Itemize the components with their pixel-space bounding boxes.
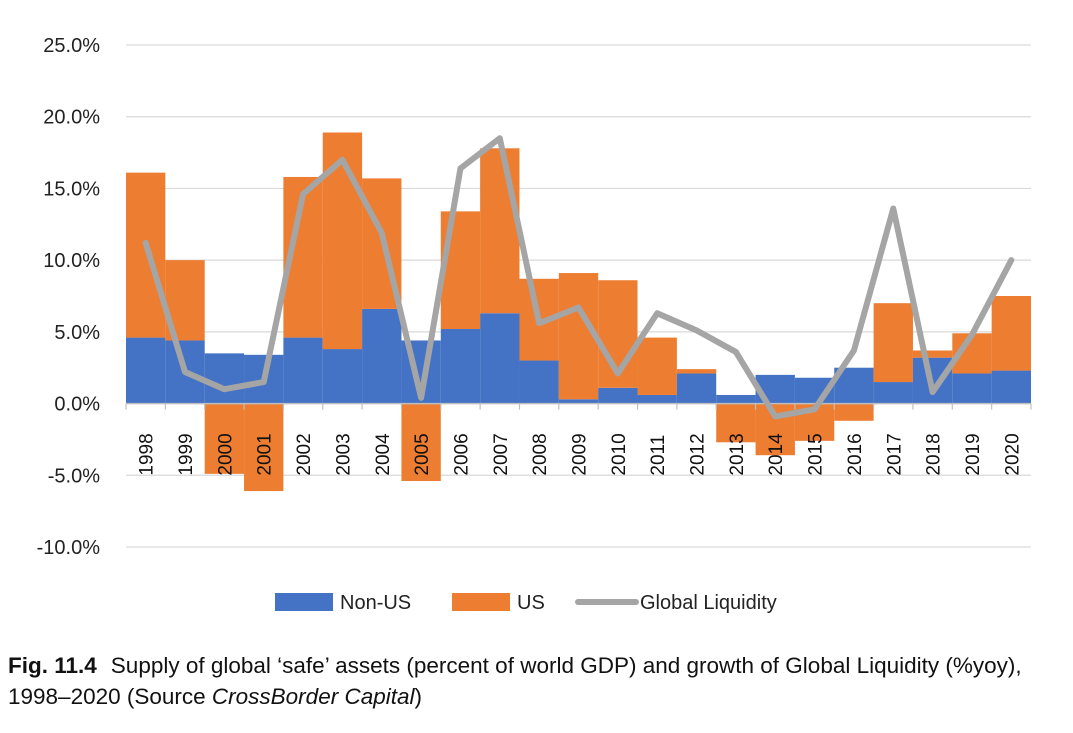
legend-label-us: US xyxy=(517,592,545,614)
legend: Non-US US Global Liquidity xyxy=(275,592,777,614)
x-tick-label: 2014 xyxy=(766,433,787,476)
bar-us xyxy=(716,403,756,443)
bar-non-us xyxy=(322,349,363,404)
bar-us xyxy=(912,350,953,358)
x-axis xyxy=(125,402,1032,410)
bar-non-us xyxy=(204,353,245,404)
figure-caption: Fig. 11.4 Supply of global ‘safe’ assets … xyxy=(8,650,1068,712)
y-tick-label: 10.0% xyxy=(43,250,100,272)
x-tick-label: 2007 xyxy=(491,433,512,475)
x-tick-label: 1998 xyxy=(137,433,158,475)
bar-non-us xyxy=(283,337,323,404)
bar-non-us xyxy=(598,387,638,404)
bar-us xyxy=(401,403,441,482)
bar-us xyxy=(558,273,599,400)
x-tick-label: 2012 xyxy=(688,433,709,475)
bar-non-us xyxy=(558,399,599,404)
legend-swatch-us xyxy=(452,593,510,611)
legend-label-non-us: Non-US xyxy=(340,592,411,614)
bar-us xyxy=(834,403,874,421)
bar-us xyxy=(204,403,245,474)
x-tick-label: 2009 xyxy=(570,433,591,475)
x-tick-label: 2006 xyxy=(451,433,472,475)
legend-swatch-non-us xyxy=(275,593,333,611)
bar-non-us xyxy=(480,313,520,404)
caption-text-end: ) xyxy=(414,684,422,709)
x-tick-label: 2002 xyxy=(294,433,315,475)
x-tick-label: 2019 xyxy=(963,433,984,475)
x-tick-label: 2016 xyxy=(845,433,866,475)
bar-non-us xyxy=(952,373,992,404)
bar-us xyxy=(480,148,520,314)
x-tick-label: 2011 xyxy=(648,435,669,476)
caption-label: Fig. 11.4 xyxy=(8,653,97,678)
legend-label-global-liquidity: Global Liquidity xyxy=(640,592,777,614)
line-global-liquidity xyxy=(142,135,1015,420)
x-tick-label: 2020 xyxy=(1002,433,1023,475)
x-tick-label: 2017 xyxy=(884,433,905,475)
x-tick-label: 2013 xyxy=(727,433,748,475)
caption-text: Supply of global ‘safe’ assets (percent … xyxy=(8,653,1022,709)
x-tick-label: 2000 xyxy=(215,433,236,475)
y-tick-label: 25.0% xyxy=(43,35,100,57)
x-tick-label: 2004 xyxy=(373,433,394,476)
x-tick-label: 2018 xyxy=(924,433,945,475)
line-series xyxy=(142,135,1015,420)
x-tick-label: 2008 xyxy=(530,433,551,475)
bar-us xyxy=(440,211,481,329)
y-tick-label: -5.0% xyxy=(48,465,100,487)
x-tick-label: 2010 xyxy=(609,433,630,475)
bar-us xyxy=(244,403,284,492)
y-tick-label: 15.0% xyxy=(43,178,100,200)
bar-non-us xyxy=(519,360,559,404)
x-tick-label: 2003 xyxy=(333,433,354,475)
chart: -10.0%-5.0%0.0%5.0%10.0%15.0%20.0%25.0% … xyxy=(37,35,1032,614)
bar-non-us xyxy=(637,394,677,404)
bar-us xyxy=(637,337,677,395)
y-tick-label: 0.0% xyxy=(54,394,100,416)
y-axis-labels: -10.0% -5.0% 0.0% 5.0% 10.0% 15.0% 20.0% 25.0% xyxy=(37,35,101,559)
x-tick-label: 1999 xyxy=(176,433,197,475)
caption-source: CrossBorder Capital xyxy=(211,684,415,709)
bar-us xyxy=(126,172,166,338)
bar-us xyxy=(873,303,913,383)
bar-non-us xyxy=(991,370,1031,404)
x-axis-labels: 1998 1999 2000 2001 2002 2003 2004 2005 2006 2007… xyxy=(137,433,1024,476)
bar-non-us xyxy=(676,373,717,404)
y-tick-label: -10.0% xyxy=(37,537,101,559)
bar-non-us xyxy=(126,337,166,404)
bar-non-us xyxy=(716,394,756,404)
x-tick-label: 2015 xyxy=(806,433,827,475)
y-tick-label: 5.0% xyxy=(54,322,100,344)
bar-non-us xyxy=(362,308,402,404)
y-tick-label: 20.0% xyxy=(43,107,100,129)
bar-non-us xyxy=(440,328,481,404)
bar-us xyxy=(991,296,1031,371)
bar-non-us xyxy=(873,382,913,404)
bar-us xyxy=(676,369,717,374)
x-tick-label: 2001 xyxy=(255,433,276,475)
x-tick-label: 2005 xyxy=(412,433,433,475)
